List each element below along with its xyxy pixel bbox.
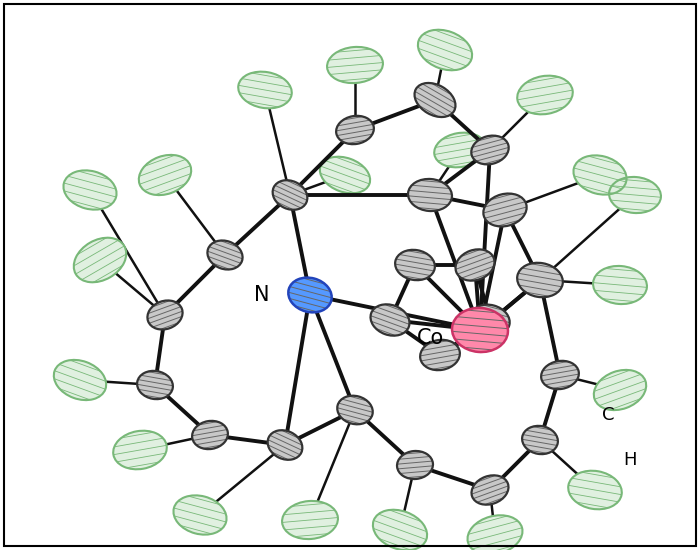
Ellipse shape: [609, 177, 661, 213]
Ellipse shape: [373, 510, 427, 550]
Ellipse shape: [74, 238, 126, 282]
Ellipse shape: [517, 76, 573, 114]
Ellipse shape: [408, 179, 452, 211]
Text: Co: Co: [416, 328, 444, 348]
Ellipse shape: [470, 305, 510, 336]
Ellipse shape: [137, 371, 173, 399]
Ellipse shape: [320, 157, 370, 193]
Ellipse shape: [541, 361, 579, 389]
Ellipse shape: [414, 83, 456, 117]
Ellipse shape: [395, 250, 435, 280]
Ellipse shape: [139, 155, 191, 195]
Ellipse shape: [452, 308, 508, 352]
Ellipse shape: [594, 370, 646, 410]
Ellipse shape: [456, 249, 494, 280]
Ellipse shape: [238, 72, 292, 108]
Ellipse shape: [468, 515, 522, 550]
Ellipse shape: [207, 240, 243, 270]
Ellipse shape: [522, 426, 558, 454]
Ellipse shape: [472, 475, 508, 505]
Text: H: H: [623, 451, 637, 469]
Ellipse shape: [272, 180, 307, 210]
Ellipse shape: [397, 451, 433, 479]
Ellipse shape: [54, 360, 106, 400]
Ellipse shape: [192, 421, 228, 449]
Ellipse shape: [370, 304, 410, 336]
Ellipse shape: [434, 133, 486, 167]
Ellipse shape: [568, 471, 622, 509]
Ellipse shape: [337, 395, 373, 424]
Ellipse shape: [418, 30, 472, 70]
Ellipse shape: [471, 136, 509, 164]
Ellipse shape: [288, 278, 332, 312]
Text: N: N: [254, 285, 270, 305]
Ellipse shape: [148, 300, 183, 329]
Ellipse shape: [327, 47, 383, 83]
Ellipse shape: [573, 155, 626, 195]
Ellipse shape: [64, 170, 116, 210]
Ellipse shape: [267, 430, 302, 460]
Ellipse shape: [282, 501, 338, 539]
Ellipse shape: [336, 116, 374, 144]
Ellipse shape: [483, 194, 526, 227]
Ellipse shape: [174, 496, 227, 535]
Text: C: C: [602, 406, 615, 424]
Ellipse shape: [420, 340, 460, 370]
Ellipse shape: [517, 263, 563, 297]
Ellipse shape: [113, 431, 167, 469]
Ellipse shape: [593, 266, 647, 304]
